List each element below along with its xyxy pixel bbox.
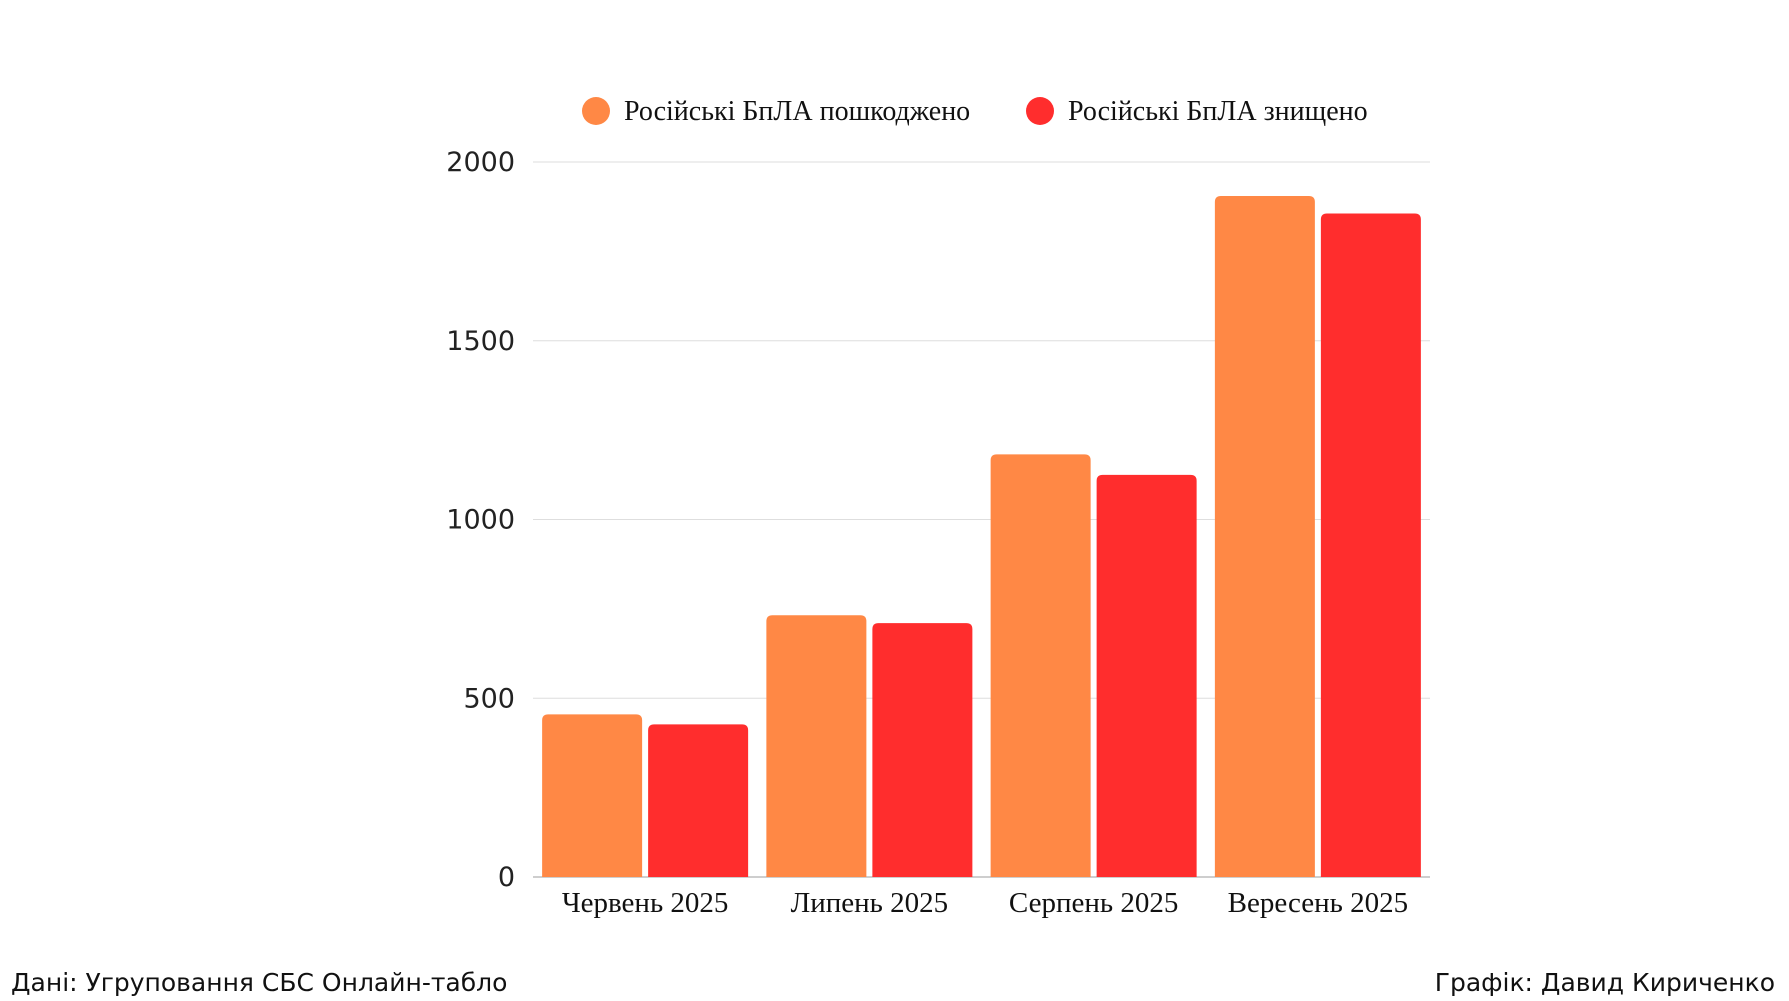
bar-destroyed (1320, 213, 1421, 878)
x-tick-label: Вересень 2025 (1228, 887, 1408, 919)
bars (542, 195, 1421, 878)
y-tick-label: 0 (498, 862, 515, 893)
x-axis-ticks: Червень 2025 Липень 2025 Серпень 2025 Верес… (562, 887, 1408, 919)
legend-swatch (582, 97, 610, 125)
y-tick-label: 2000 (446, 147, 515, 178)
y-axis-ticks: 0 500 1000 1500 2000 (446, 147, 515, 893)
bar-destroyed (1096, 474, 1197, 877)
y-tick-label: 1500 (446, 326, 515, 357)
x-tick-label: Червень 2025 (562, 887, 729, 919)
legend-label: Російські БпЛА знищено (1068, 96, 1368, 127)
bar-destroyed (648, 724, 749, 877)
x-tick-label: Липень 2025 (791, 887, 949, 919)
bar-damaged (542, 714, 643, 877)
bar-destroyed (872, 623, 973, 877)
legend: Російські БпЛА пошкоджено Російські БпЛА … (582, 96, 1368, 127)
bar-damaged (1214, 195, 1315, 877)
legend-swatch (1026, 97, 1054, 125)
legend-label: Російські БпЛА пошкоджено (624, 96, 970, 127)
source-note: Дані: Угруповання СБС Онлайн-табло (11, 968, 508, 997)
credit-note: Графік: Давид Кириченко (1434, 968, 1775, 997)
bar-damaged (766, 615, 867, 877)
bar-damaged (990, 454, 1091, 877)
x-tick-label: Серпень 2025 (1009, 887, 1178, 919)
y-tick-label: 1000 (446, 505, 515, 536)
y-tick-label: 500 (463, 683, 515, 714)
